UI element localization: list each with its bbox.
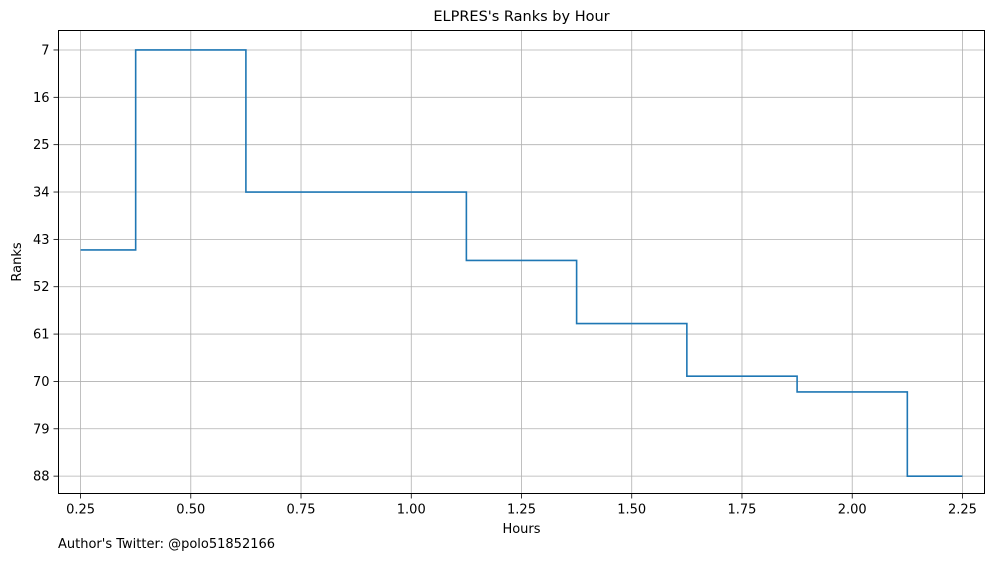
x-tick-label: 0.25 bbox=[66, 503, 95, 518]
y-tick-label: 16 bbox=[33, 91, 50, 106]
x-axis-label: Hours bbox=[502, 522, 540, 537]
y-tick-label: 61 bbox=[33, 328, 50, 343]
y-tick-label: 34 bbox=[33, 186, 50, 201]
y-tick-label: 25 bbox=[33, 138, 50, 153]
y-tick-label: 43 bbox=[33, 233, 50, 248]
y-tick-label: 7 bbox=[41, 43, 49, 58]
y-tick-label: 70 bbox=[33, 375, 50, 390]
y-tick-label: 52 bbox=[33, 280, 50, 295]
y-axis: 7 16 25 34 43 52 61 70 79 88 bbox=[33, 43, 59, 485]
y-tick-label: 79 bbox=[33, 422, 50, 437]
rank-step-line bbox=[80, 49, 963, 477]
x-tick-label: 0.75 bbox=[287, 503, 316, 518]
author-credit: Author's Twitter: @polo51852166 bbox=[58, 537, 276, 552]
x-tick-label: 0.50 bbox=[176, 503, 205, 518]
plot-area bbox=[80, 49, 963, 477]
x-axis: 0.25 0.50 0.75 1.00 1.25 1.50 1.75 2.00 2.25 bbox=[66, 493, 977, 518]
x-tick-label: 1.25 bbox=[507, 503, 536, 518]
x-tick-label: 1.50 bbox=[617, 503, 646, 518]
x-tick-label: 1.00 bbox=[397, 503, 426, 518]
y-tick-label: 88 bbox=[33, 470, 50, 485]
chart-title: ELPRES's Ranks by Hour bbox=[433, 9, 609, 25]
x-tick-label: 2.00 bbox=[838, 503, 867, 518]
y-axis-label: Ranks bbox=[10, 242, 25, 281]
grid bbox=[58, 30, 985, 494]
x-tick-label: 2.25 bbox=[948, 503, 977, 518]
x-tick-label: 1.75 bbox=[727, 503, 756, 518]
